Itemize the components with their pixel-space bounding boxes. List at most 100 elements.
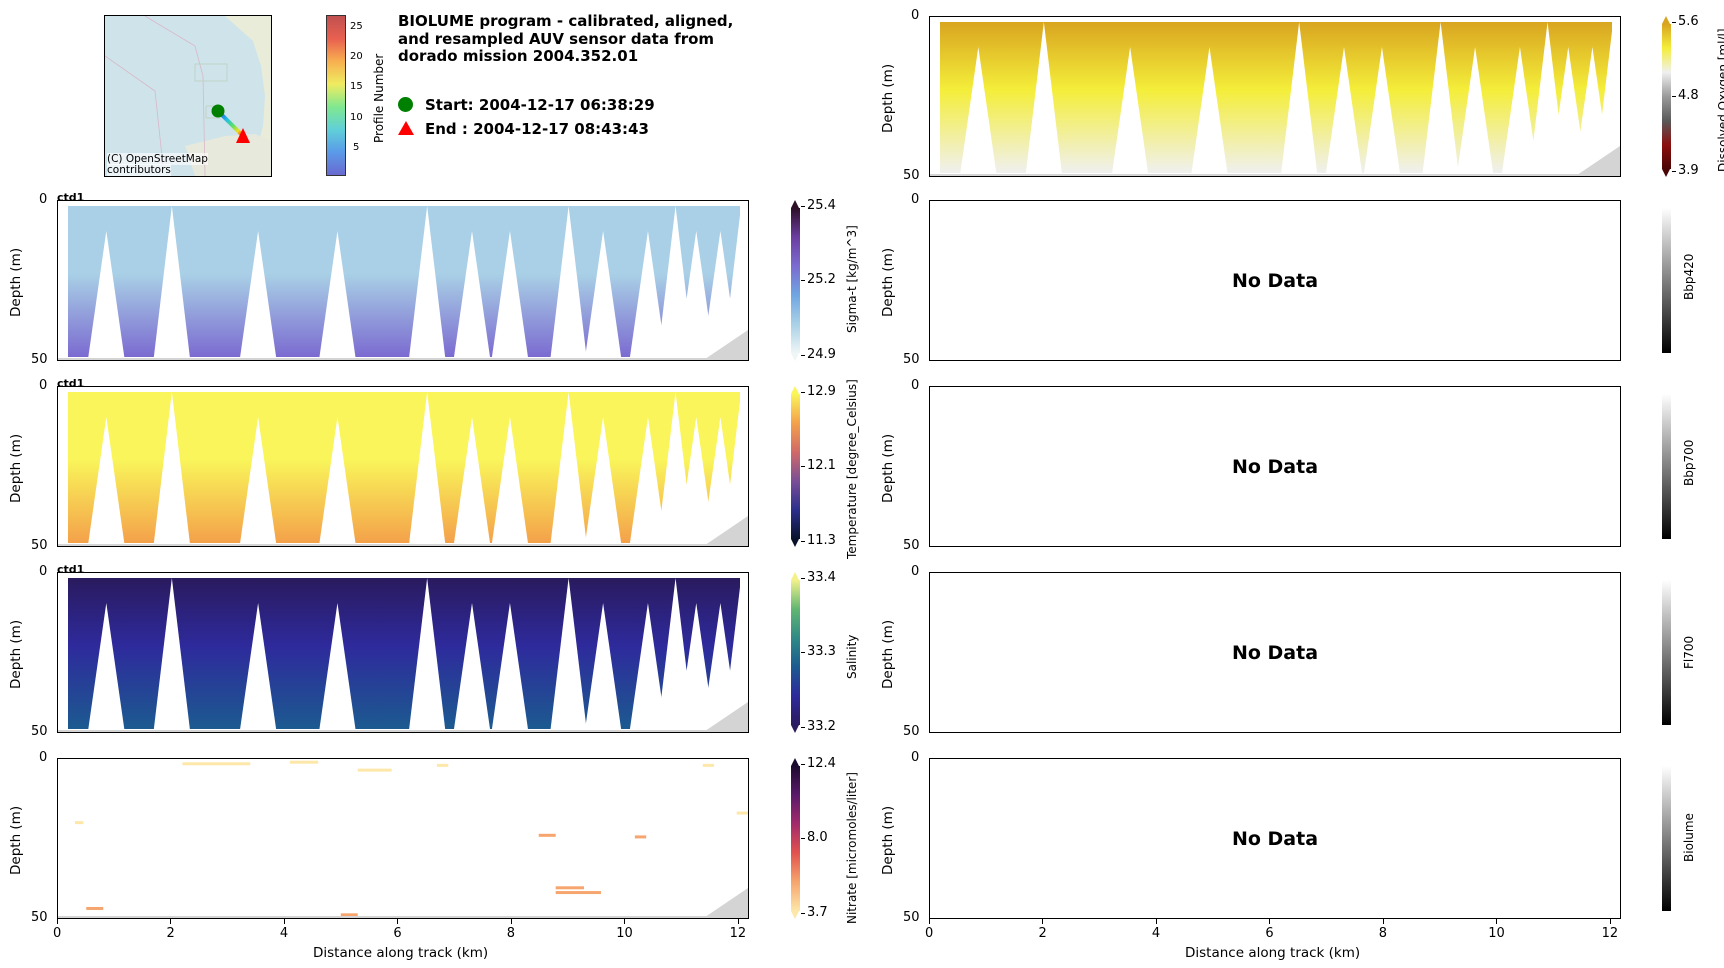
dive-gap — [550, 578, 587, 729]
y-tick-label: 0 — [911, 564, 920, 579]
y-axis-label: Depth (m) — [8, 433, 24, 503]
dive-gap — [1025, 22, 1062, 173]
colorbar-tick-label: 25.4 — [807, 198, 836, 213]
instrument-label: ctd1 — [57, 191, 85, 204]
y-tick-label: 50 — [903, 910, 920, 925]
y-tick-label: 0 — [39, 192, 48, 207]
colorbar-tick-mark — [801, 837, 805, 839]
profile-tick: 5 — [353, 142, 360, 153]
y-tick-label: 50 — [903, 352, 920, 367]
chart-panel-bbp420[interactable]: No Data — [929, 200, 1621, 361]
dive-gap — [1281, 22, 1318, 173]
salinity-colorbar — [791, 580, 800, 725]
y-tick-label: 0 — [911, 750, 920, 765]
colorbar-tick-label: 11.3 — [807, 533, 836, 548]
nitrate-patch — [736, 811, 748, 815]
dissolved_oxygen-colorbar-label: Dissolved Oxygen [ml/l] — [1716, 28, 1724, 173]
x-tick-label: 2 — [166, 926, 175, 941]
dive-gap — [454, 231, 490, 357]
colorbar-tick-label: 33.4 — [807, 570, 836, 585]
colorbar-tick-label: 12.9 — [807, 384, 836, 399]
y-axis-label: Depth (m) — [880, 63, 896, 133]
dive-gap — [240, 603, 277, 729]
chart-panel-dissolved_oxygen[interactable] — [929, 16, 1621, 177]
chart-panel-nitrate[interactable] — [57, 758, 749, 919]
dive-gap — [1422, 22, 1459, 173]
chart-panel-fl700[interactable]: No Data — [929, 572, 1621, 733]
x-tick-label: 8 — [1378, 926, 1388, 941]
dive-gap — [723, 206, 748, 357]
dive-gap — [1501, 47, 1538, 173]
dive-gap — [1326, 47, 1362, 173]
bbp420-colorbar — [1662, 208, 1671, 353]
x-tick-mark — [929, 919, 930, 924]
x-tick-mark — [170, 919, 172, 924]
dive-gap — [585, 417, 622, 543]
chart-panel-salinity[interactable] — [57, 572, 749, 733]
dive-gap — [629, 603, 666, 729]
colorbar-tick-mark — [801, 541, 805, 542]
y-tick-label: 50 — [31, 352, 48, 367]
dive-gap — [678, 603, 715, 729]
profile-tick: 15 — [350, 81, 363, 92]
colorbar-tick-mark — [801, 355, 805, 356]
dive-gap — [678, 417, 715, 543]
x-tick-label: 12 — [729, 926, 747, 941]
colorbar-extend-min — [791, 725, 799, 733]
x-tick-label: 8 — [506, 926, 516, 941]
nitrate-patch — [538, 833, 556, 837]
track-map[interactable]: (C) OpenStreetMap contributors — [104, 15, 272, 177]
profile-tick: 10 — [350, 112, 363, 123]
colorbar-tick-mark — [801, 651, 805, 653]
chart-panel-temperature[interactable] — [57, 386, 749, 547]
profile-tick: 20 — [350, 51, 363, 62]
colorbar-tick-mark — [801, 465, 805, 467]
instrument-label: ctd1 — [57, 563, 85, 576]
x-tick-label: 0 — [53, 926, 62, 941]
start-gap — [58, 201, 68, 360]
nitrate-patch — [289, 760, 319, 764]
nitrate-patch — [555, 886, 584, 890]
y-axis-label: Depth (m) — [8, 247, 24, 317]
dive-gap — [88, 603, 125, 729]
start-circle-icon — [398, 97, 413, 112]
colorbar-tick-label: 3.7 — [807, 905, 828, 920]
nitrate-patch — [555, 891, 601, 895]
dive-gap — [1457, 47, 1494, 173]
colorbar-extend-min — [791, 353, 799, 361]
dive-gap — [153, 578, 190, 729]
chart-panel-bbp700[interactable]: No Data — [929, 386, 1621, 547]
sigma_t-colorbar — [791, 208, 800, 353]
end-marker — [236, 128, 250, 143]
x-axis-label: Distance along track (km) — [313, 945, 489, 961]
dive-gap — [88, 417, 125, 543]
nitrate-patch — [340, 913, 358, 917]
dive-gap — [629, 417, 666, 543]
biolume-colorbar-label: Biolume — [1682, 812, 1696, 862]
y-tick-label: 50 — [903, 538, 920, 553]
profile-number-colorbar — [326, 15, 346, 176]
dive-gap — [88, 231, 125, 357]
dive-gap — [491, 417, 528, 543]
x-tick-mark — [57, 919, 58, 924]
fl700-colorbar-label: Fl700 — [1682, 635, 1696, 669]
x-tick-label: 10 — [1488, 926, 1505, 941]
colorbar-extend-max — [791, 200, 799, 208]
nitrate-patch — [702, 763, 715, 767]
y-tick-label: 0 — [911, 8, 920, 23]
no-data-label: No Data — [1231, 827, 1319, 850]
x-tick-label: 10 — [616, 926, 633, 941]
nitrate-colorbar-label: Nitrate [micromoles/liter] — [845, 772, 859, 925]
colorbar-tick-mark — [801, 727, 805, 728]
biolume-colorbar — [1662, 766, 1671, 911]
dive-gap — [454, 417, 490, 543]
start-marker — [211, 104, 225, 118]
colorbar-tick-label: 3.9 — [1678, 163, 1699, 178]
chart-panel-sigma_t[interactable] — [57, 200, 749, 361]
nitrate-patch — [74, 821, 84, 825]
chart-panel-biolume[interactable]: No Data — [929, 758, 1621, 919]
y-tick-label: 0 — [39, 564, 48, 579]
y-tick-label: 0 — [911, 192, 920, 207]
dive-gap — [240, 417, 277, 543]
y-axis-label: Depth (m) — [8, 805, 24, 875]
